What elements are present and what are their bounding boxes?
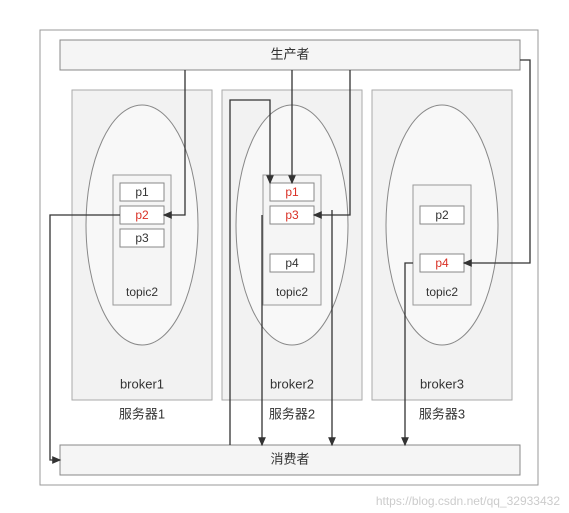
consumer-label: 消费者	[270, 451, 309, 466]
watermark: https://blog.csdn.net/qq_32933432	[376, 494, 560, 508]
server-1: p1 p2 p3 topic2 broker1 服务器1	[72, 90, 212, 421]
partition-label: p3	[135, 231, 149, 245]
partition-label: p4	[435, 256, 449, 270]
partition-label: p1	[135, 185, 149, 199]
topic-label: topic2	[426, 285, 458, 299]
server-3: p2 p4 topic2 broker3 服务器3	[372, 90, 512, 421]
partition-label: p2	[435, 208, 449, 222]
partition-label: p3	[285, 208, 299, 222]
partition-label: p4	[285, 256, 299, 270]
broker-label: broker1	[120, 376, 164, 391]
server-label: 服务器1	[119, 406, 165, 421]
partition-label: p1	[285, 185, 299, 199]
topic-label: topic2	[276, 285, 308, 299]
broker-label: broker2	[270, 376, 314, 391]
kafka-diagram: 生产者 p1 p2 p3 topic2 broker1 服务器1 p1 p3 p4 topic2 br…	[0, 0, 569, 513]
broker-label: broker3	[420, 376, 464, 391]
producer-label: 生产者	[270, 46, 309, 61]
server-label: 服务器2	[269, 406, 315, 421]
topic-label: topic2	[126, 285, 158, 299]
server-label: 服务器3	[419, 406, 465, 421]
partition-label: p2	[135, 208, 149, 222]
